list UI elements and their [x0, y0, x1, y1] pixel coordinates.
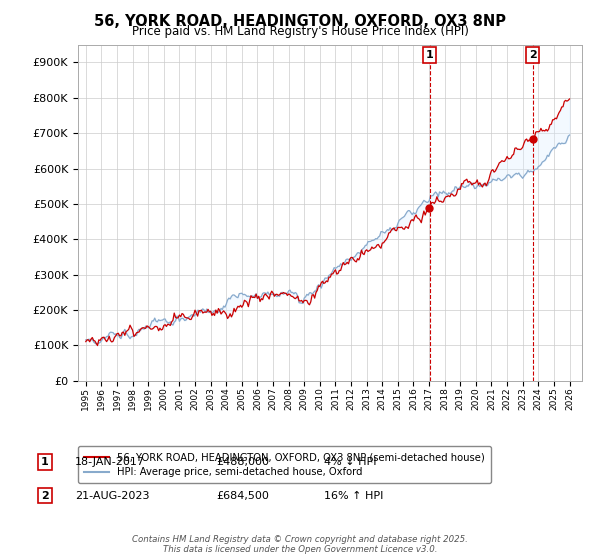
Text: 18-JAN-2017: 18-JAN-2017 — [75, 457, 145, 467]
Text: 4% ↓ HPI: 4% ↓ HPI — [324, 457, 377, 467]
Text: 2: 2 — [41, 491, 49, 501]
Text: 1: 1 — [426, 50, 434, 60]
Text: £684,500: £684,500 — [216, 491, 269, 501]
Text: 16% ↑ HPI: 16% ↑ HPI — [324, 491, 383, 501]
Text: 56, YORK ROAD, HEADINGTON, OXFORD, OX3 8NP: 56, YORK ROAD, HEADINGTON, OXFORD, OX3 8… — [94, 14, 506, 29]
Text: £488,000: £488,000 — [216, 457, 269, 467]
Legend: 56, YORK ROAD, HEADINGTON, OXFORD, OX3 8NP (semi-detached house), HPI: Average p: 56, YORK ROAD, HEADINGTON, OXFORD, OX3 8… — [78, 446, 491, 483]
Text: 21-AUG-2023: 21-AUG-2023 — [75, 491, 149, 501]
Text: 2: 2 — [529, 50, 536, 60]
Text: Contains HM Land Registry data © Crown copyright and database right 2025.
This d: Contains HM Land Registry data © Crown c… — [132, 535, 468, 554]
Text: Price paid vs. HM Land Registry's House Price Index (HPI): Price paid vs. HM Land Registry's House … — [131, 25, 469, 38]
Text: 1: 1 — [41, 457, 49, 467]
